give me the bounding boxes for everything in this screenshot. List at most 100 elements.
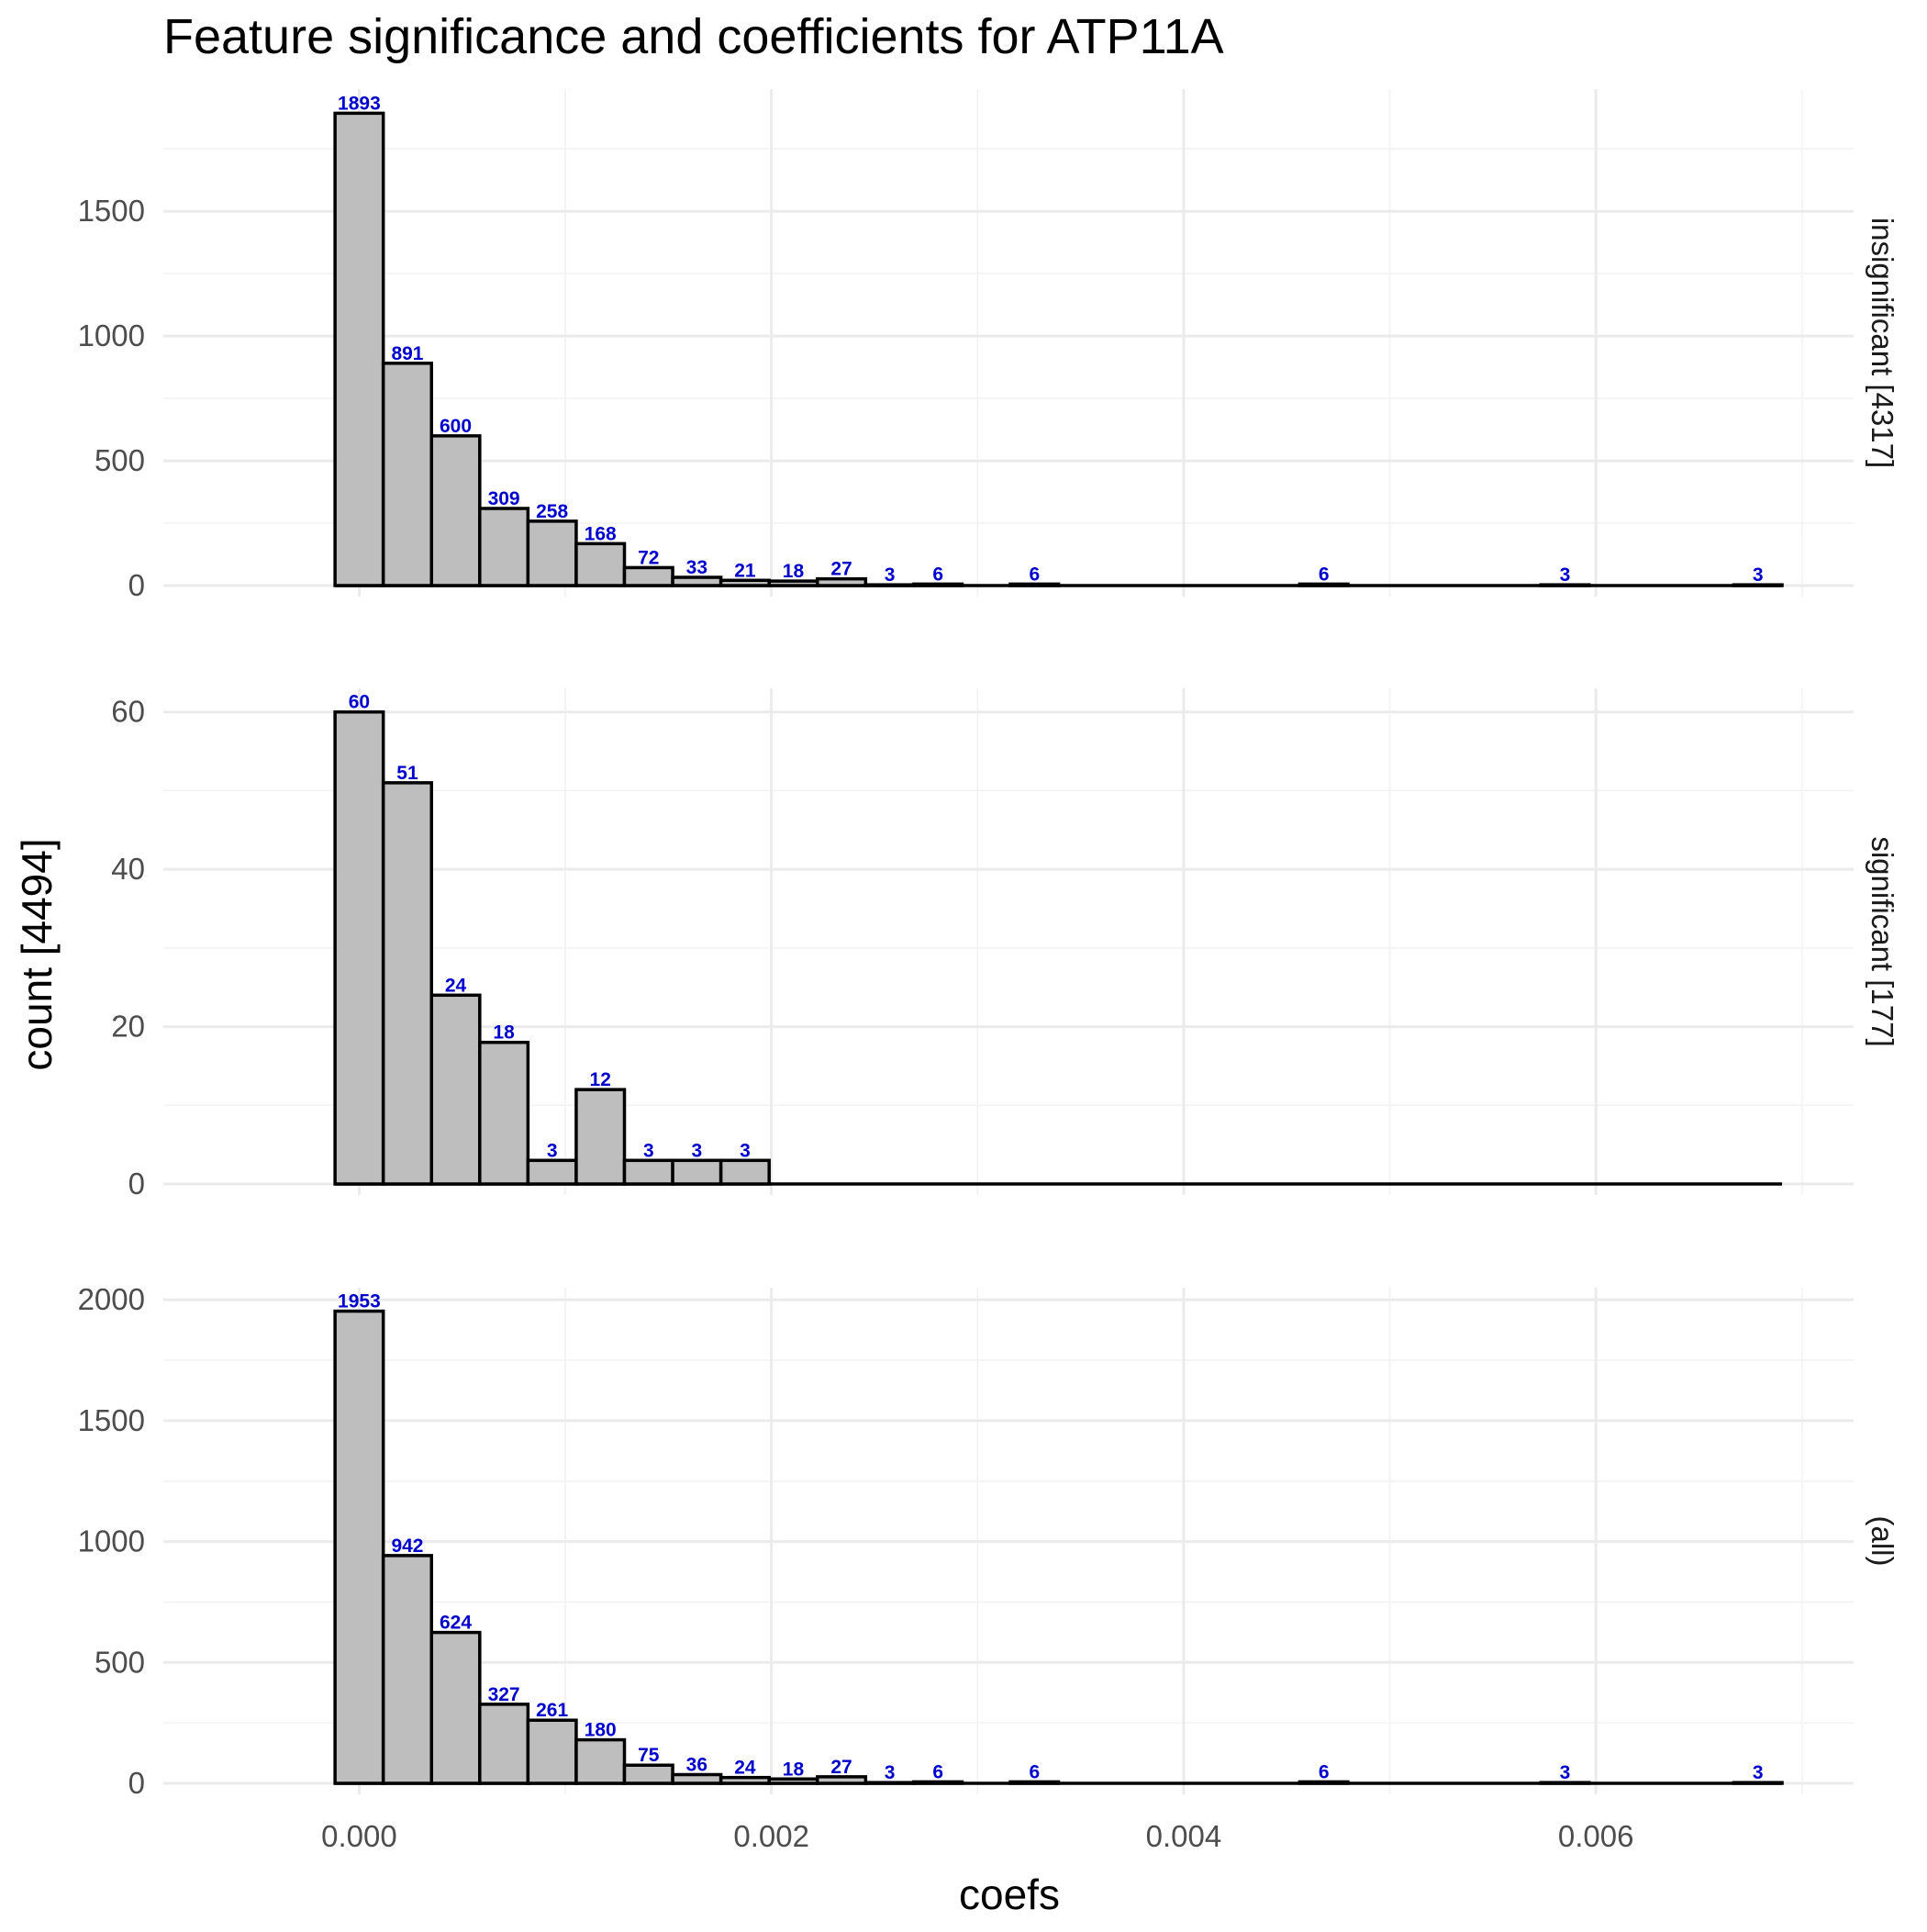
histogram-bar bbox=[816, 1775, 868, 1785]
bar-count-label: 942 bbox=[391, 1536, 423, 1557]
bar-count-label: 891 bbox=[391, 343, 423, 364]
histogram-bar bbox=[574, 1088, 627, 1186]
histogram-bar bbox=[671, 575, 723, 587]
bar-count-label: 6 bbox=[1319, 1761, 1330, 1782]
y-tick-label: 500 bbox=[95, 443, 145, 477]
histogram-bar bbox=[574, 1737, 627, 1785]
y-tick-label: 0 bbox=[128, 568, 145, 602]
y-tick-label: 1500 bbox=[78, 194, 145, 228]
y-tick-label: 1500 bbox=[78, 1403, 145, 1437]
bar-count-label: 3 bbox=[643, 1140, 654, 1161]
bar-count-label: 3 bbox=[1753, 1762, 1764, 1783]
y-tick-label: 1000 bbox=[78, 1524, 145, 1558]
bar-count-label: 6 bbox=[932, 564, 943, 585]
y-tick-label: 20 bbox=[111, 1010, 145, 1044]
bar-count-label: 180 bbox=[585, 1720, 617, 1741]
bar-count-label: 624 bbox=[440, 1613, 472, 1634]
bar-count-label: 3 bbox=[1560, 1762, 1571, 1783]
histogram-bar bbox=[478, 507, 530, 587]
histogram-bar bbox=[381, 1554, 433, 1785]
histogram-bar bbox=[1732, 1781, 1784, 1785]
bar-count-label: 72 bbox=[638, 547, 659, 568]
histogram-bar bbox=[381, 362, 433, 587]
bar-count-label: 309 bbox=[488, 488, 520, 509]
histogram-bar bbox=[526, 519, 578, 587]
x-tick-label: 0.002 bbox=[733, 1819, 809, 1853]
bar-count-label: 18 bbox=[783, 1759, 805, 1780]
histogram-bar bbox=[1539, 583, 1591, 587]
y-axis-title: count [4494] bbox=[13, 838, 61, 1070]
facet-strip-label: (all) bbox=[1866, 1516, 1899, 1567]
bar-count-label: 6 bbox=[1029, 1761, 1040, 1782]
histogram-bar bbox=[1732, 583, 1784, 587]
bar-count-label: 6 bbox=[1029, 564, 1040, 585]
histogram-bar bbox=[622, 1763, 674, 1785]
histogram-bar bbox=[718, 1158, 771, 1186]
bar-count-label: 1953 bbox=[338, 1291, 381, 1312]
histogram-bar bbox=[526, 1158, 578, 1186]
bar-count-label: 27 bbox=[830, 1757, 852, 1778]
bar-count-label: 18 bbox=[493, 1022, 515, 1044]
histogram-bar bbox=[333, 1309, 385, 1785]
histogram-bar bbox=[574, 542, 627, 587]
bar-count-label: 6 bbox=[932, 1761, 943, 1782]
bar-count-label: 327 bbox=[488, 1684, 520, 1705]
bar-count-label: 33 bbox=[686, 557, 707, 578]
bar-count-label: 60 bbox=[349, 692, 370, 713]
histogram-bar bbox=[333, 709, 385, 1186]
bar-count-label: 3 bbox=[1753, 564, 1764, 586]
bar-count-label: 3 bbox=[547, 1140, 558, 1161]
y-tick-label: 60 bbox=[111, 695, 145, 729]
bar-count-label: 3 bbox=[885, 564, 896, 586]
x-axis-title: coefs bbox=[959, 1871, 1060, 1918]
bar-count-label: 24 bbox=[445, 975, 467, 996]
histogram-bar bbox=[381, 781, 433, 1186]
y-tick-label: 40 bbox=[111, 852, 145, 886]
bar-count-label: 18 bbox=[783, 561, 805, 582]
histogram-bar bbox=[429, 993, 482, 1186]
bar-count-label: 600 bbox=[440, 416, 472, 437]
histogram-bar bbox=[1008, 1780, 1061, 1785]
bar-count-label: 27 bbox=[830, 559, 852, 580]
y-tick-label: 1000 bbox=[78, 318, 145, 352]
histogram-bar bbox=[1298, 582, 1350, 587]
chart-title: Feature significance and coefficients fo… bbox=[163, 9, 1224, 64]
histogram-bar bbox=[622, 565, 674, 587]
histogram-bar bbox=[1539, 1781, 1591, 1785]
histogram-bar bbox=[912, 1780, 964, 1785]
x-tick-label: 0.006 bbox=[1558, 1819, 1634, 1853]
bar-count-label: 51 bbox=[396, 763, 418, 784]
bar-count-label: 168 bbox=[585, 523, 617, 544]
histogram-bar bbox=[478, 1040, 530, 1186]
facet-strip-label: insignificant [4317] bbox=[1866, 218, 1899, 468]
histogram-bar bbox=[1008, 582, 1061, 587]
x-tick-label: 0.004 bbox=[1146, 1819, 1222, 1853]
bar-count-label: 261 bbox=[536, 1700, 568, 1721]
bar-count-label: 24 bbox=[734, 1758, 756, 1779]
bar-count-label: 3 bbox=[885, 1762, 896, 1783]
bar-count-label: 3 bbox=[1560, 564, 1571, 586]
y-tick-label: 0 bbox=[128, 1766, 145, 1800]
bar-count-label: 75 bbox=[638, 1745, 660, 1766]
histogram-bar bbox=[1298, 1780, 1350, 1785]
histogram-bar bbox=[429, 434, 482, 587]
histogram-bar bbox=[816, 576, 868, 587]
histogram-bar bbox=[333, 111, 385, 587]
bar-count-label: 12 bbox=[590, 1069, 611, 1090]
bar-count-label: 36 bbox=[686, 1755, 707, 1776]
bar-count-label: 21 bbox=[734, 560, 756, 581]
facet-panel-1: 0 20 40 60 60 51 24 18 3 12 3 3 3 significant [177] bbox=[111, 688, 1899, 1201]
y-tick-label: 2000 bbox=[78, 1282, 145, 1316]
histogram-bar bbox=[671, 1772, 723, 1785]
bar-count-label: 258 bbox=[536, 501, 568, 522]
facet-strip-label: significant [177] bbox=[1866, 836, 1899, 1046]
bar-count-label: 1893 bbox=[338, 93, 381, 114]
histogram-bar bbox=[912, 582, 964, 587]
bar-count-label: 3 bbox=[692, 1140, 703, 1161]
histogram-bar bbox=[478, 1703, 530, 1785]
